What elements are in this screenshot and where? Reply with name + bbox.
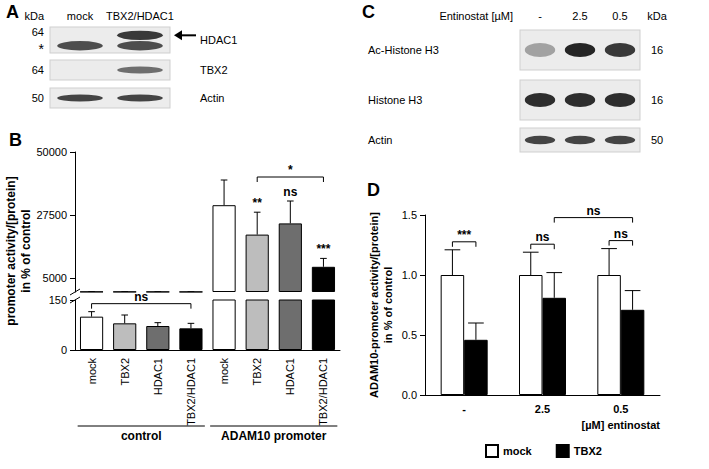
svg-text:Actin: Actin [200,92,224,104]
svg-text:0.0: 0.0 [402,389,417,401]
svg-text:**: ** [253,196,263,210]
svg-text:D: D [367,180,380,200]
svg-text:TBX2/HDAC1: TBX2/HDAC1 [106,10,174,22]
svg-text:5000: 5000 [43,272,67,284]
svg-text:TBX2: TBX2 [200,64,228,76]
svg-text:16: 16 [651,94,663,106]
svg-text:mock: mock [86,358,98,385]
svg-text:150: 150 [49,294,67,306]
svg-text:2.5: 2.5 [535,403,550,415]
svg-text:ns: ns [586,204,600,218]
svg-text:ADAM10 promoter: ADAM10 promoter [221,429,327,443]
svg-text:ns: ns [283,185,297,199]
svg-text:[µM] entinostat: [µM] entinostat [582,419,661,431]
svg-text:ns: ns [535,230,549,244]
svg-text:TBX2/HDAC1: TBX2/HDAC1 [317,358,329,426]
svg-text:Entinostat [µM]: Entinostat [µM] [439,10,513,22]
svg-text:27500: 27500 [36,209,67,221]
svg-text:mock: mock [67,10,94,22]
svg-text:C: C [362,2,375,22]
svg-text:Histone H3: Histone H3 [368,94,422,106]
svg-text:1.0: 1.0 [402,269,417,281]
svg-text:64: 64 [32,64,44,76]
svg-text:HDAC1: HDAC1 [200,34,237,46]
svg-text:kDa: kDa [24,10,44,22]
svg-text:ns: ns [614,227,628,241]
svg-text:2.5: 2.5 [572,10,587,22]
svg-text:0.5: 0.5 [613,403,628,415]
svg-text:***: *** [457,228,471,242]
svg-text:***: *** [316,242,330,256]
svg-text:16: 16 [651,44,663,56]
svg-text:mock: mock [503,445,533,457]
svg-text:TBX2: TBX2 [574,445,602,457]
svg-text:B: B [9,130,22,150]
svg-text:0.5: 0.5 [612,10,627,22]
svg-text:-: - [462,403,466,415]
svg-text:0: 0 [61,344,67,356]
svg-text:TBX2/HDAC1: TBX2/HDAC1 [185,358,197,426]
svg-text:50: 50 [651,134,663,146]
svg-text:in % of control: in % of control [382,267,394,343]
svg-text:50: 50 [32,92,44,104]
svg-text:promoter activity/[protein]: promoter activity/[protein] [4,176,18,325]
svg-text:ns: ns [134,290,148,304]
svg-text:*: * [39,41,45,57]
svg-text:TBX2: TBX2 [119,358,131,386]
svg-text:ADAM10-promoter activity/[prot: ADAM10-promoter activity/[protein] [368,212,380,398]
svg-text:50000: 50000 [36,146,67,158]
svg-text:1.5: 1.5 [402,209,417,221]
svg-text:TBX2: TBX2 [251,358,263,386]
svg-text:Actin: Actin [368,134,392,146]
svg-text:mock: mock [218,358,230,385]
svg-text:HDAC1: HDAC1 [152,358,164,395]
svg-text:64: 64 [32,26,44,38]
svg-text:*: * [288,163,293,177]
svg-text:in % of control: in % of control [19,209,33,292]
svg-text:Ac-Histone H3: Ac-Histone H3 [368,44,439,56]
svg-text:HDAC1: HDAC1 [284,358,296,395]
svg-text:-: - [538,10,542,22]
svg-text:kDa: kDa [647,10,667,22]
svg-text:0.5: 0.5 [402,329,417,341]
svg-text:A: A [6,2,19,22]
svg-text:control: control [121,429,162,443]
